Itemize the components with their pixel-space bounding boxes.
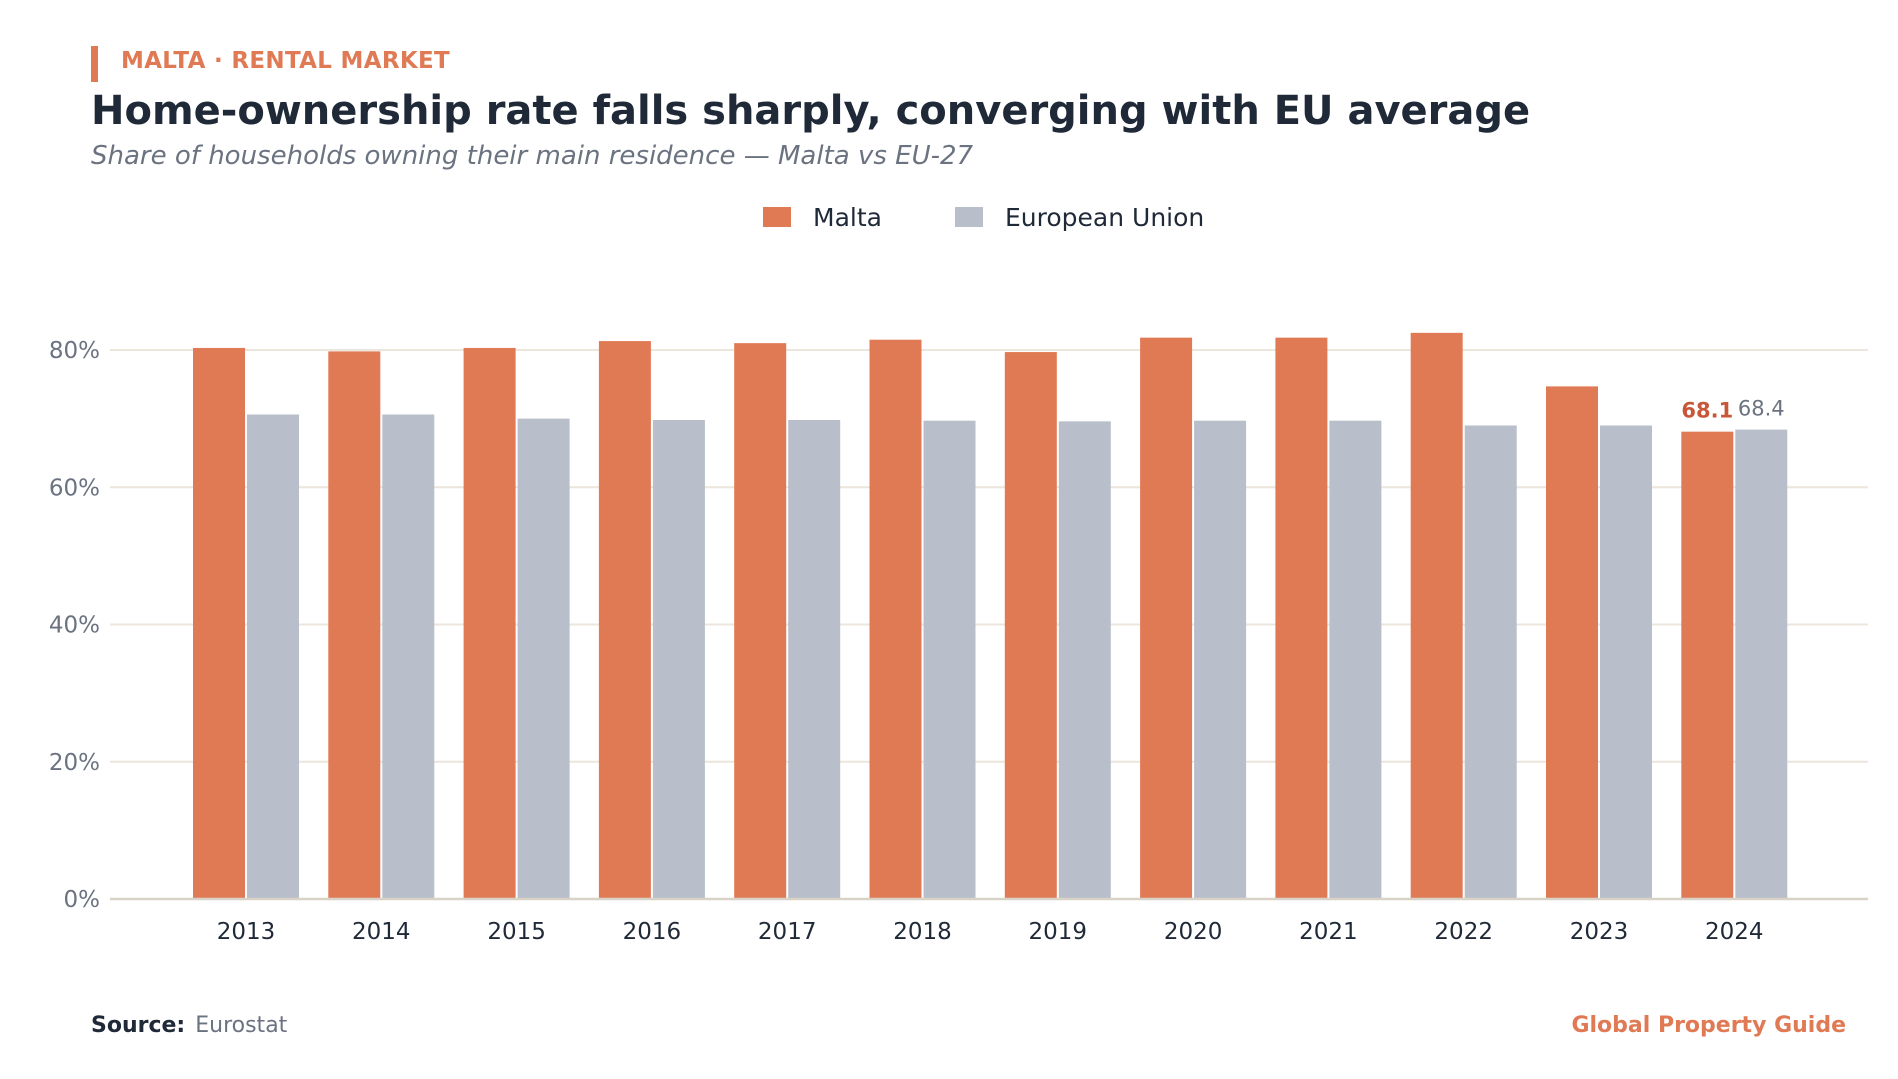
bar-malta-2022 xyxy=(1410,332,1463,899)
bar-eu-2020 xyxy=(1194,420,1247,899)
x-tick-label: 2014 xyxy=(352,919,411,945)
bars xyxy=(193,332,1788,900)
kicker: MALTA · RENTAL MARKET xyxy=(121,48,450,74)
y-tick-label: 80% xyxy=(49,338,100,364)
data-label-eu: 68.4 xyxy=(1738,397,1785,421)
bar-malta-2021 xyxy=(1275,337,1328,900)
chart-subtitle: Share of households owning their main re… xyxy=(91,141,974,171)
bar-eu-2021 xyxy=(1329,420,1382,899)
x-tick-label: 2013 xyxy=(217,919,276,945)
bar-malta-2019 xyxy=(1004,352,1057,900)
brand-name: Global Property Guide xyxy=(1571,1013,1846,1038)
bar-malta-2015 xyxy=(463,347,516,899)
data-label-malta: 68.1 xyxy=(1681,399,1733,423)
bar-malta-2018 xyxy=(869,339,922,899)
kicker-accent-bar xyxy=(91,46,98,82)
legend: Malta European Union xyxy=(763,203,1204,232)
x-tick-label: 2019 xyxy=(1029,919,1088,945)
bar-eu-2017 xyxy=(788,419,841,899)
chart-title: Home-ownership rate falls sharply, conve… xyxy=(91,88,1531,134)
bar-malta-2024 xyxy=(1681,431,1734,899)
axes: 2013 2014 2015 2016 2017 2018 2019 2020 2021 2022… xyxy=(110,897,1868,945)
bar-malta-2017 xyxy=(734,343,787,899)
x-tick-label: 2016 xyxy=(623,919,682,945)
bar-malta-2014 xyxy=(328,351,381,899)
bar-malta-2023 xyxy=(1546,386,1598,900)
bar-malta-2020 xyxy=(1140,337,1193,900)
bar-eu-2016 xyxy=(652,419,705,899)
source-note: Source: Eurostat xyxy=(91,1013,287,1038)
x-tick-label: 2018 xyxy=(893,919,952,945)
bar-eu-2022 xyxy=(1464,425,1517,899)
x-tick-label: 2022 xyxy=(1434,919,1493,945)
legend-label: Malta xyxy=(813,203,882,232)
y-tick-label: 60% xyxy=(49,475,100,501)
x-tick-label: 2023 xyxy=(1570,919,1629,945)
bar-eu-2019 xyxy=(1058,421,1111,899)
x-tick-label: 2021 xyxy=(1299,919,1358,945)
x-tick-label: 2024 xyxy=(1705,919,1764,945)
bar-eu-2014 xyxy=(382,414,435,899)
data-labels: 68.1 68.4 xyxy=(1681,397,1784,423)
bar-malta-2016 xyxy=(598,341,651,899)
bar-eu-2015 xyxy=(517,418,570,899)
x-tick-label: 2017 xyxy=(758,919,817,945)
legend-swatch xyxy=(763,207,791,227)
legend-swatch xyxy=(955,207,983,227)
legend-label: European Union xyxy=(1005,203,1204,232)
bar-eu-2018 xyxy=(923,420,976,899)
y-tick-label: 0% xyxy=(64,887,101,913)
y-tick-label: 20% xyxy=(49,750,100,776)
bar-eu-2013 xyxy=(247,414,299,899)
bar-eu-2024 xyxy=(1735,429,1788,899)
source-label: Source: xyxy=(91,1013,186,1038)
y-tick-label: 40% xyxy=(49,613,100,639)
source-text: Eurostat xyxy=(195,1013,288,1038)
x-tick-label: 2015 xyxy=(487,919,546,945)
bar-malta-2013 xyxy=(193,347,245,899)
bar-eu-2023 xyxy=(1600,425,1652,899)
x-tick-label: 2020 xyxy=(1164,919,1223,945)
